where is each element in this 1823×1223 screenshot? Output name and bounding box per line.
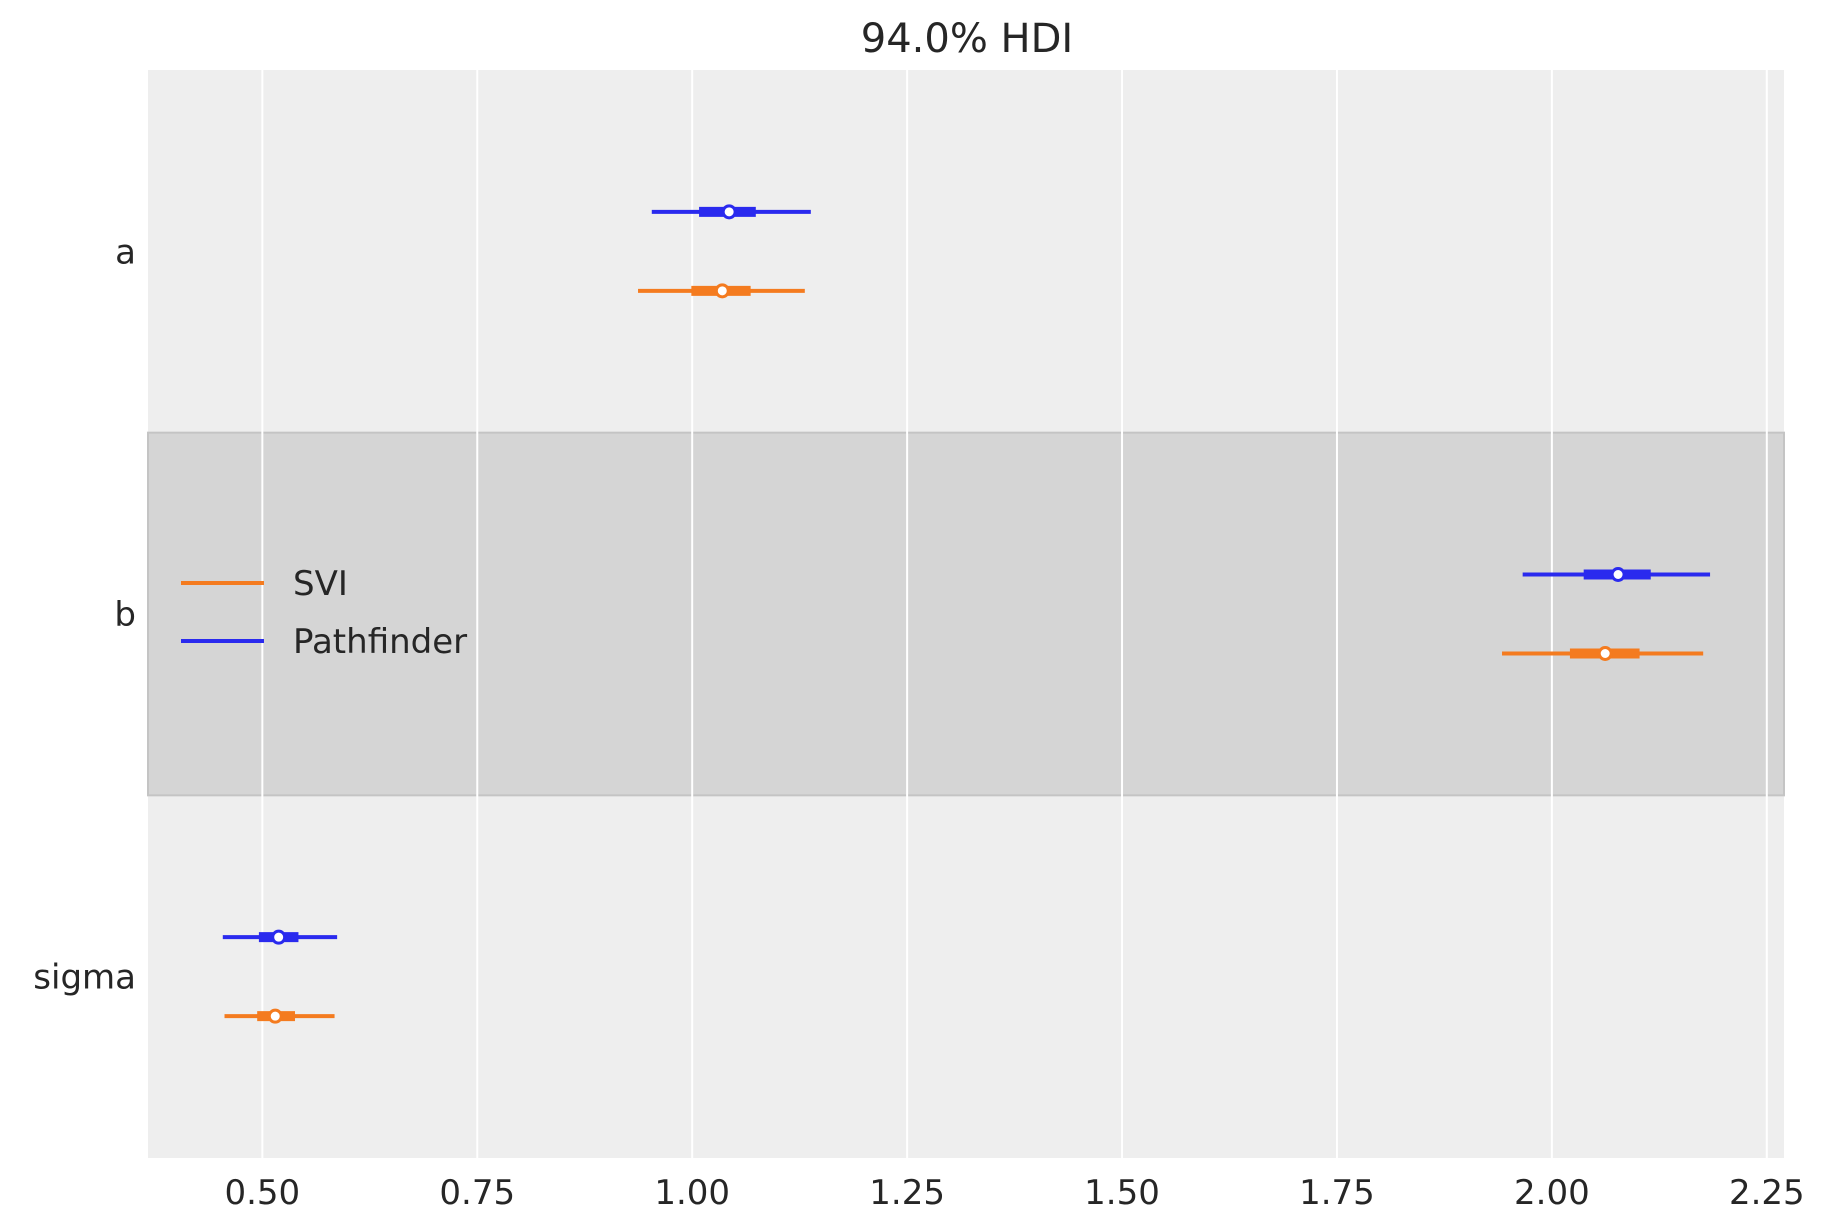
legend-label-pathfinder: Pathfinder xyxy=(293,622,467,662)
svi-b-mean-point xyxy=(1597,646,1613,661)
y-tick-label-sigma: sigma xyxy=(33,958,136,998)
legend-label-svi: SVI xyxy=(293,564,348,604)
x-gridlines xyxy=(261,70,1768,1158)
x-tick-label: 0.75 xyxy=(439,1173,515,1213)
interval-marks xyxy=(222,204,1711,1024)
svi-sigma-mean-point xyxy=(267,1008,283,1024)
x-tick-labels: 0.50 0.75 1.00 1.25 1.50 1.75 2.00 2.25 xyxy=(224,1173,1804,1213)
y-tick-labels: a b sigma xyxy=(33,232,136,997)
x-tick-label: 2.00 xyxy=(1514,1173,1590,1213)
highlight-band-b xyxy=(147,431,1785,797)
x-tick-label: 1.25 xyxy=(869,1173,945,1213)
y-tick-label-b: b xyxy=(114,595,136,635)
x-tick-label: 0.50 xyxy=(224,1173,300,1213)
legend: SVI Pathfinder xyxy=(181,564,467,662)
x-tick-label: 1.50 xyxy=(1084,1173,1160,1213)
chart-title: 94.0% HDI xyxy=(861,16,1073,62)
row-bands xyxy=(147,431,1785,797)
x-tick-label: 1.75 xyxy=(1299,1173,1375,1213)
svi-a-mean-point xyxy=(714,283,730,299)
x-tick-label: 1.00 xyxy=(654,1173,730,1213)
y-tick-label-a: a xyxy=(115,232,136,272)
pathfinder-sigma-mean-point xyxy=(271,929,287,945)
x-tick-label: 2.25 xyxy=(1729,1173,1805,1213)
pathfinder-b-mean-point xyxy=(1610,567,1626,582)
pathfinder-a-mean-point xyxy=(721,204,737,220)
